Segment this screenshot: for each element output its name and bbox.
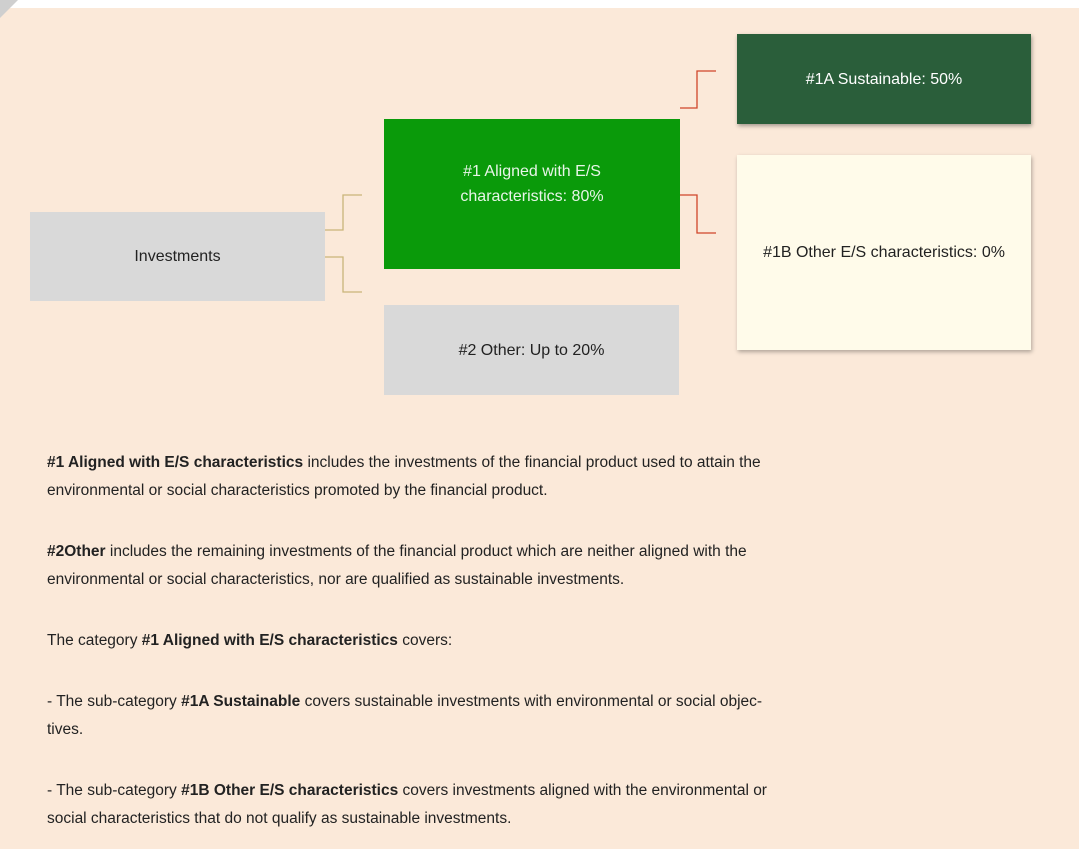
corner-shape (0, 0, 18, 18)
node-label: Investments (134, 248, 221, 265)
text: covers sustainable investments with envi… (300, 693, 763, 710)
text: social characteristics that do not quali… (47, 810, 512, 827)
paragraph: #2Other includes the remaining investmen… (47, 538, 767, 594)
node-box: #2 Other: Up to 20% (384, 305, 679, 395)
paragraph: #1 Aligned with E/S characteristics incl… (47, 449, 767, 505)
text-line: #2Other includes the remaining investmen… (47, 538, 767, 566)
text-line: The category #1 Aligned with E/S charact… (47, 627, 767, 655)
text: The category (47, 632, 142, 649)
node-label: #1B Other E/S characteristics: 0% (763, 244, 1005, 261)
bold-text: #2Other (47, 543, 106, 560)
node-label: #2 Other: Up to 20% (458, 341, 605, 359)
bold-text: #1A Sustainable (181, 693, 301, 710)
node-label: #1A Sustainable: 50% (805, 70, 963, 88)
paragraph: - The sub-category #1A Sustainable cover… (47, 688, 767, 744)
text: environmental or social characteristics,… (47, 571, 625, 588)
text-line: social characteristics that do not quali… (47, 805, 767, 833)
bold-text: #1 Aligned with E/S characteristics (47, 454, 304, 471)
paragraph: - The sub-category #1B Other E/S charact… (47, 777, 767, 833)
node-label: #1 Aligned with E/S characteristics: 80% (460, 163, 604, 205)
bold-text: #1 Aligned with E/S characteristics (141, 632, 398, 649)
text: covers investments aligned with the envi… (398, 782, 767, 799)
text: - The sub-category (47, 782, 182, 799)
node-box: #1B Other E/S characteristics: 0% (737, 155, 1031, 350)
text: includes the remaining investments of th… (105, 543, 747, 560)
text-line: environmental or social characteristics … (47, 477, 767, 505)
text: environmental or social characteristics … (47, 482, 548, 499)
node-box: #1 Aligned with E/S characteristics: 80% (384, 119, 680, 269)
text: includes the investments of the financia… (303, 454, 761, 471)
text-line: - The sub-category #1B Other E/S charact… (47, 777, 767, 805)
text-line: environmental or social characteristics,… (47, 566, 767, 594)
text: - The sub-category (47, 693, 182, 710)
text-line: - The sub-category #1A Sustainable cover… (47, 688, 767, 716)
node-box: Investments (30, 212, 325, 301)
paragraph: The category #1 Aligned with E/S charact… (47, 627, 767, 655)
text: tives. (47, 721, 84, 738)
text: covers: (397, 632, 453, 649)
bold-text: #1B Other E/S characteristics (181, 782, 399, 799)
bracket-red (680, 70, 716, 234)
description: #1 Aligned with E/S characteristics incl… (47, 449, 767, 866)
text-line: #1 Aligned with E/S characteristics incl… (47, 449, 767, 477)
text-line: tives. (47, 716, 767, 744)
bracket-tan (325, 194, 362, 293)
node-box: #1A Sustainable: 50% (737, 34, 1031, 124)
